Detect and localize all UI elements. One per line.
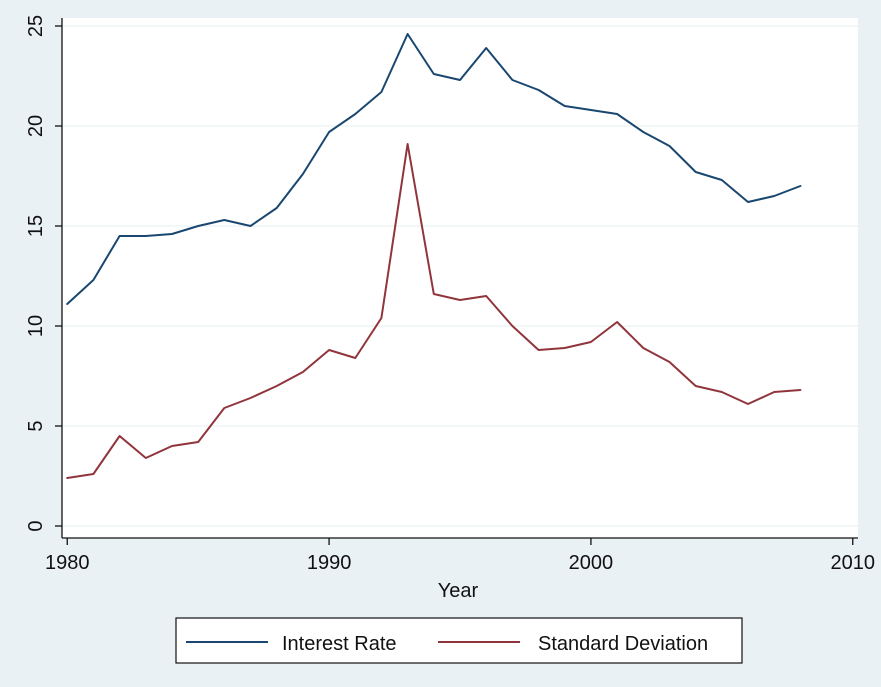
y-tick-label-15: 15: [25, 215, 47, 237]
x-tick-label-2010: 2010: [831, 552, 876, 574]
gridlines: [62, 25, 858, 527]
ticks: 0 5 10 15 20 25 1980 1990 2000 2010: [25, 15, 875, 574]
x-tick-label-2000: 2000: [569, 552, 614, 574]
y-tick-label-10: 10: [25, 315, 47, 337]
x-axis-title: Year: [438, 580, 479, 602]
legend: Interest Rate Standard Deviation: [175, 617, 743, 664]
y-tick-label-0: 0: [25, 520, 47, 531]
series: [66, 33, 802, 479]
plot-area: [62, 18, 858, 538]
legend-box: [175, 617, 743, 664]
y-tick-label-25: 25: [25, 15, 47, 37]
axes: [61, 18, 858, 539]
x-tick-label-1990: 1990: [307, 552, 352, 574]
series-line-interest-rate: [66, 33, 802, 305]
x-tick-label-1980: 1980: [45, 552, 90, 574]
series-line-standard-deviation: [66, 143, 802, 479]
y-tick-label-5: 5: [25, 420, 47, 431]
legend-label-standard-deviation: Standard Deviation: [538, 633, 708, 655]
legend-label-interest-rate: Interest Rate: [282, 633, 397, 655]
y-tick-label-20: 20: [25, 115, 47, 137]
